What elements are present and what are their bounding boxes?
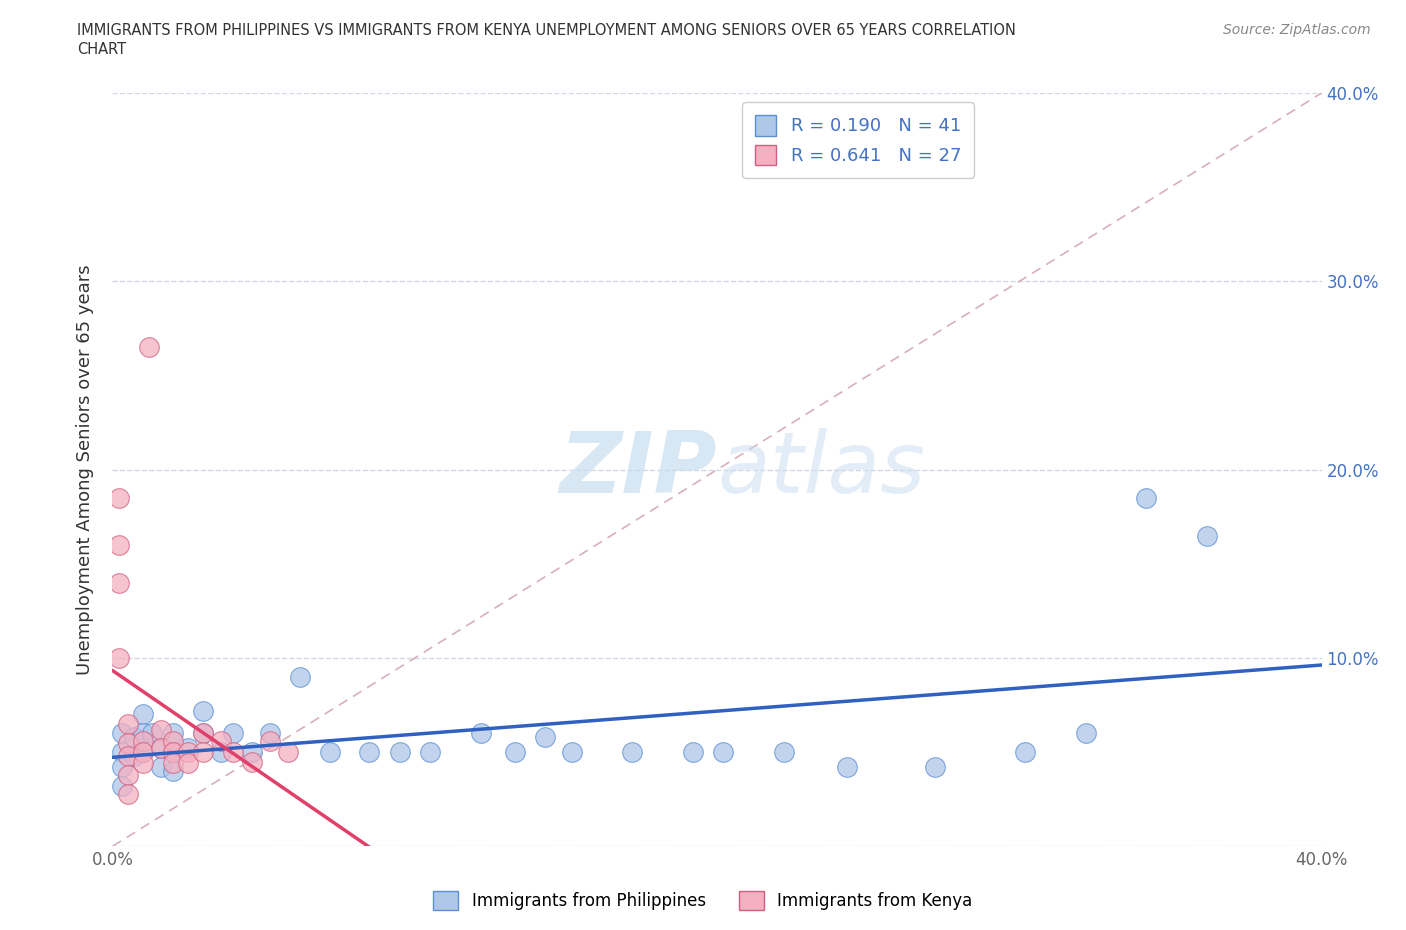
Point (470, 726, 492, 741)
Point (259, 734, 281, 749)
Point (177, 756, 200, 771)
Point (162, 756, 184, 771)
Point (122, 730, 145, 745)
Point (772, 745, 794, 760)
Point (222, 745, 245, 760)
Point (107, 490, 129, 505)
Point (122, 749, 145, 764)
Point (141, 726, 163, 741)
Point (110, 778, 132, 793)
Point (162, 745, 184, 760)
Point (319, 745, 342, 760)
Point (149, 722, 172, 737)
Point (209, 745, 232, 760)
Point (835, 760, 858, 775)
Point (149, 760, 172, 775)
Point (1195, 528, 1218, 543)
Text: ZIP: ZIP (560, 428, 717, 512)
Point (682, 745, 704, 760)
Point (162, 764, 184, 778)
Text: IMMIGRANTS FROM PHILIPPINES VS IMMIGRANTS FROM KENYA UNEMPLOYMENT AMONG SENIORS : IMMIGRANTS FROM PHILIPPINES VS IMMIGRANT… (77, 23, 1017, 38)
Point (110, 726, 132, 741)
Point (117, 716, 139, 731)
Point (503, 745, 526, 760)
Point (110, 760, 132, 775)
Point (621, 745, 644, 760)
Point (149, 741, 172, 756)
Point (191, 703, 214, 718)
Point (149, 741, 172, 756)
Point (107, 651, 129, 666)
Point (117, 736, 139, 751)
Point (209, 734, 232, 749)
Text: CHART: CHART (77, 42, 127, 57)
Point (259, 726, 281, 741)
Point (191, 726, 214, 741)
Point (240, 745, 263, 760)
Point (132, 756, 155, 771)
Point (132, 726, 155, 741)
Point (132, 745, 155, 760)
Point (117, 786, 139, 801)
Point (107, 538, 129, 552)
Point (177, 745, 200, 760)
Point (561, 745, 583, 760)
Point (110, 745, 132, 760)
Legend: Immigrants from Philippines, Immigrants from Kenya: Immigrants from Philippines, Immigrants … (426, 884, 980, 917)
Point (117, 749, 139, 764)
Point (162, 745, 184, 760)
Point (132, 734, 155, 749)
Y-axis label: Unemployment Among Seniors over 65 years: Unemployment Among Seniors over 65 years (76, 264, 94, 675)
Point (419, 745, 441, 760)
Point (240, 754, 263, 769)
Point (388, 745, 411, 760)
Point (162, 734, 184, 749)
Point (277, 745, 299, 760)
Point (162, 726, 184, 741)
Point (711, 745, 734, 760)
Point (132, 707, 155, 722)
Point (1014, 745, 1036, 760)
Point (191, 726, 214, 741)
Point (359, 745, 381, 760)
Point (132, 745, 155, 760)
Legend: R = 0.190   N = 41, R = 0.641   N = 27: R = 0.190 N = 41, R = 0.641 N = 27 (742, 102, 974, 178)
Point (107, 575, 129, 591)
Point (177, 741, 200, 756)
Point (138, 339, 160, 354)
Point (533, 730, 555, 745)
Text: atlas: atlas (717, 428, 925, 512)
Point (288, 670, 311, 684)
Point (117, 767, 139, 782)
Point (222, 726, 245, 741)
Point (1135, 490, 1157, 505)
Text: Source: ZipAtlas.com: Source: ZipAtlas.com (1223, 23, 1371, 37)
Point (191, 745, 214, 760)
Point (924, 760, 946, 775)
Point (1074, 726, 1097, 741)
